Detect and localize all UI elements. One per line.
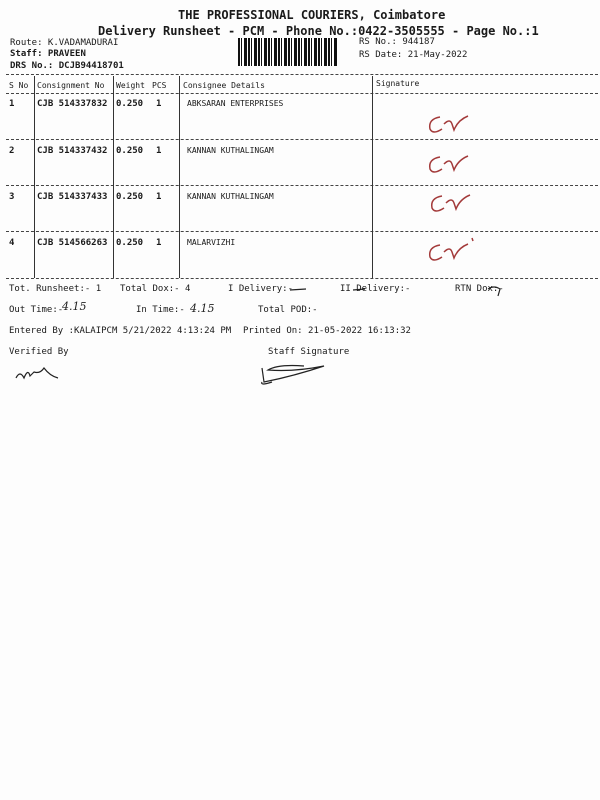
- consignee-signature-2: [428, 155, 469, 173]
- divider: [6, 139, 598, 140]
- printed-on: Printed On: 21-05-2022 16:13:32: [243, 326, 411, 336]
- row-weight: 0.250: [116, 99, 144, 109]
- divider: [6, 93, 598, 94]
- verified-by-signature: [15, 366, 59, 380]
- row-sno: 1: [9, 99, 15, 109]
- row-sno: 4: [9, 238, 15, 248]
- total-dox: Total Dox:- 4: [120, 284, 191, 294]
- col-weight: Weight: [116, 81, 145, 90]
- drs-number: DRS No.: DCJB94418701: [10, 61, 124, 71]
- total-pod: Total POD:-: [258, 305, 318, 315]
- row-consignee: KANNAN KUTHALINGAM: [187, 146, 274, 155]
- divider: [6, 278, 598, 279]
- consignee-signature-1: [428, 115, 469, 133]
- col-consignee: Consignee Details: [183, 81, 265, 90]
- divider: [6, 231, 598, 232]
- col-consignment: Consignment No: [37, 81, 105, 90]
- consignee-signature-3: [430, 194, 471, 212]
- out-time: Out Time:-: [9, 305, 64, 315]
- row-consignment: CJB 514566263: [37, 238, 108, 248]
- rs-number: RS No.: 944187: [359, 37, 435, 47]
- divider: [6, 185, 598, 186]
- row-consignee: MALARVIZHI: [187, 238, 236, 247]
- out-time-handwritten: 4.15: [62, 300, 87, 313]
- row-consignment: CJB 514337832: [37, 99, 108, 109]
- staff: Staff: PRAVEEN: [10, 49, 86, 59]
- divider: [6, 74, 598, 75]
- row-consignment: CJB 514337432: [37, 146, 108, 156]
- ii-delivery: II Delivery:-: [340, 284, 411, 294]
- route: Route: K.VADAMADURAI: [10, 38, 119, 48]
- row-consignee: ABKSARAN ENTERPRISES: [187, 99, 284, 108]
- row-weight: 0.250: [116, 192, 144, 202]
- column-divider: [113, 76, 114, 278]
- row-weight: 0.250: [116, 238, 144, 248]
- col-sno: S No: [9, 81, 29, 90]
- column-divider: [34, 76, 35, 278]
- in-time: In Time:-: [136, 305, 185, 315]
- in-time-handwritten: 4.15: [190, 302, 215, 315]
- row-pcs: 1: [156, 192, 162, 202]
- col-pcs: PCS: [152, 81, 167, 90]
- rs-date: RS Date: 21-May-2022: [359, 50, 468, 60]
- barcode: [238, 38, 338, 66]
- row-consignee: KANNAN KUTHALINGAM: [187, 192, 274, 201]
- staff-signature: [261, 364, 325, 385]
- verified-by-label: Verified By: [9, 347, 69, 357]
- column-divider: [179, 76, 180, 278]
- row-sno: 2: [9, 146, 15, 156]
- consignee-signature-4: [428, 237, 474, 261]
- rtn-dox: RTN Dox:-: [455, 284, 504, 294]
- column-divider: [372, 76, 373, 278]
- tot-runsheet: Tot. Runsheet:- 1: [9, 284, 102, 294]
- row-consignment: CJB 514337433: [37, 192, 108, 202]
- row-sno: 3: [9, 192, 15, 202]
- row-pcs: 1: [156, 146, 162, 156]
- row-pcs: 1: [156, 99, 162, 109]
- handwritten-marks: [289, 286, 501, 297]
- row-weight: 0.250: [116, 146, 144, 156]
- col-signature: Signature: [376, 79, 420, 88]
- i-delivery: I Delivery:-: [228, 284, 294, 294]
- runsheet-subtitle: Delivery Runsheet - PCM - Phone No.:0422…: [98, 24, 539, 38]
- entered-by: Entered By :KALAIPCM 5/21/2022 4:13:24 P…: [9, 326, 232, 336]
- staff-signature-label: Staff Signature: [268, 347, 350, 357]
- company-title: THE PROFESSIONAL COURIERS, Coimbatore: [178, 8, 446, 22]
- row-pcs: 1: [156, 238, 162, 248]
